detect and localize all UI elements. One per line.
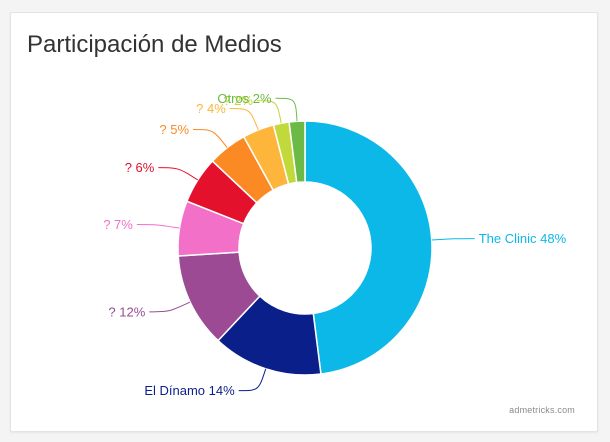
label-the-clinic-0: The Clinic 48% bbox=[479, 231, 567, 246]
label-unknown-2: ? 12% bbox=[108, 304, 145, 319]
label-unknown-5: ? 5% bbox=[159, 122, 189, 137]
label-otros-8: Otros 2% bbox=[217, 91, 272, 106]
connector-the-clinic-0 bbox=[431, 238, 475, 241]
connector-el-dinamo-1 bbox=[238, 368, 267, 392]
connector-unknown-2 bbox=[149, 301, 191, 313]
slice-labels: The Clinic 48% El Dínamo 14% ? 12% ? 7% ? 6%… bbox=[103, 91, 566, 398]
connector-unknown-5 bbox=[193, 128, 228, 148]
slice-the-clinic-0[interactable] bbox=[304, 120, 433, 375]
connector-unknown-4 bbox=[158, 167, 199, 181]
connector-unknown-6 bbox=[229, 108, 259, 131]
donut-slices bbox=[177, 120, 433, 376]
label-unknown-3: ? 7% bbox=[103, 217, 133, 232]
slice-otros-8[interactable] bbox=[288, 120, 306, 184]
label-unknown-7: ? 2% bbox=[223, 93, 253, 108]
label-unknown-6: ? 4% bbox=[196, 101, 226, 116]
label-connectors bbox=[136, 97, 475, 392]
connector-otros-8 bbox=[275, 97, 298, 122]
connector-unknown-7 bbox=[256, 100, 282, 124]
credit-text: admetricks.com bbox=[509, 405, 575, 415]
label-el-dinamo-1: El Dínamo 14% bbox=[144, 383, 235, 398]
connector-unknown-3 bbox=[136, 224, 180, 229]
chart-title: Participación de Medios bbox=[27, 31, 282, 58]
label-unknown-4: ? 6% bbox=[125, 160, 155, 175]
